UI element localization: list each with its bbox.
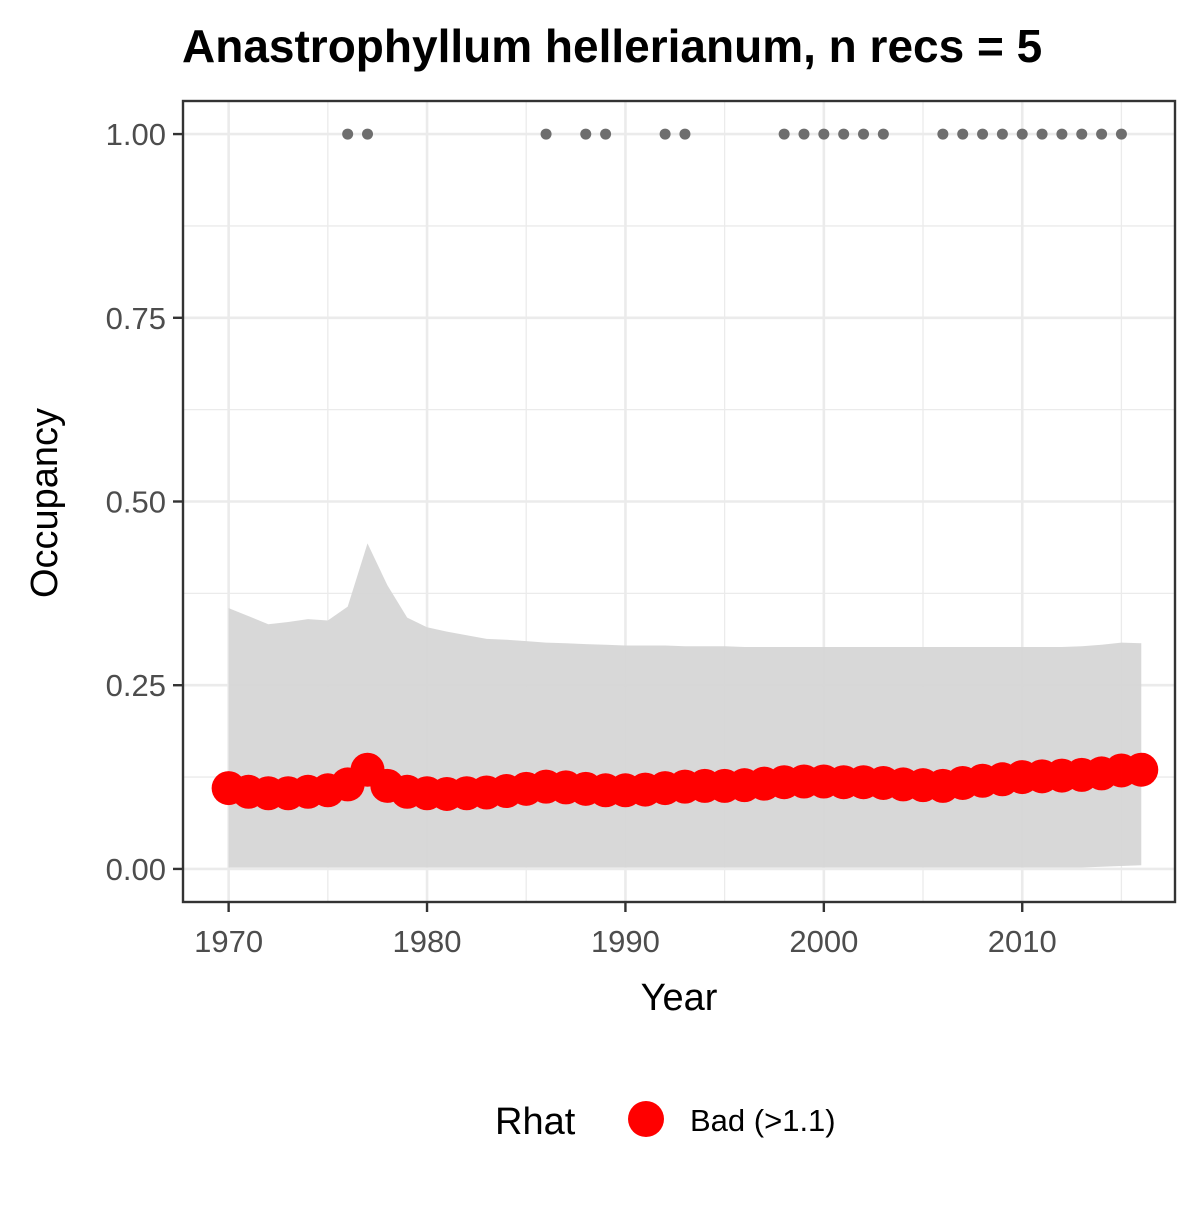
record-point xyxy=(977,128,989,140)
record-point xyxy=(798,128,810,140)
legend-key-bad xyxy=(628,1101,664,1137)
record-point xyxy=(778,128,790,140)
record-point xyxy=(342,128,354,140)
y-axis: 0.00 0.25 0.50 0.75 1.00 xyxy=(106,117,183,887)
record-point xyxy=(1076,128,1088,140)
record-point xyxy=(1016,128,1028,140)
legend-title: Rhat xyxy=(495,1101,576,1143)
record-point xyxy=(1096,128,1108,140)
record-point xyxy=(1036,128,1048,140)
x-tick-label: 1980 xyxy=(393,924,462,959)
y-tick-label: 0.25 xyxy=(106,668,166,703)
x-tick-label: 1970 xyxy=(194,924,263,959)
occupancy-point xyxy=(1124,752,1159,787)
y-tick-label: 1.00 xyxy=(106,117,166,152)
legend-label-bad: Bad (>1.1) xyxy=(690,1103,836,1138)
legend: Rhat Bad (>1.1) xyxy=(495,1101,836,1143)
y-axis-title: Occupancy xyxy=(24,408,66,598)
record-point xyxy=(858,128,870,140)
record-point xyxy=(818,128,830,140)
x-tick-label: 2000 xyxy=(789,924,858,959)
x-axis: 1970 1980 1990 2000 2010 xyxy=(194,902,1057,959)
y-tick-label: 0.75 xyxy=(106,301,166,336)
plot-panel xyxy=(181,99,1177,904)
record-point xyxy=(1056,128,1068,140)
record-point xyxy=(877,128,889,140)
y-tick-label: 0.00 xyxy=(106,852,166,887)
y-tick-label: 0.50 xyxy=(106,485,166,520)
record-point xyxy=(600,128,612,140)
record-point xyxy=(1115,128,1127,140)
record-point xyxy=(996,128,1008,140)
record-point xyxy=(362,128,374,140)
record-point xyxy=(540,128,552,140)
x-tick-label: 1990 xyxy=(591,924,660,959)
record-point xyxy=(838,128,850,140)
record-point xyxy=(937,128,949,140)
record-point xyxy=(580,128,592,140)
chart-title: Anastrophyllum hellerianum, n recs = 5 xyxy=(182,20,1042,72)
x-axis-title: Year xyxy=(641,977,718,1019)
record-point xyxy=(679,128,691,140)
record-point xyxy=(957,128,969,140)
x-tick-label: 2010 xyxy=(988,924,1057,959)
record-point xyxy=(659,128,671,140)
